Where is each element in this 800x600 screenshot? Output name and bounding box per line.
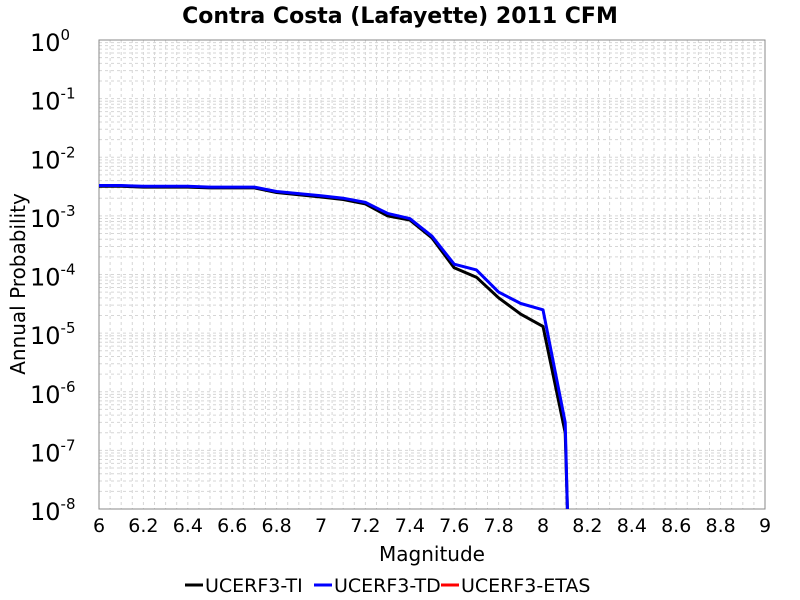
x-tick-label: 8.2 — [572, 515, 602, 537]
grid — [99, 40, 765, 509]
x-tick-label: 7.8 — [483, 515, 513, 537]
y-tick-labels: 100 10-1 10-2 10-3 10-4 10-5 10-6 10-7 10-8 — [30, 26, 76, 526]
x-tick-label: 7.4 — [395, 515, 425, 537]
y-tick-label: 10-4 — [30, 261, 76, 292]
y-tick-label: 10-8 — [30, 495, 76, 526]
x-tick-label: 8.4 — [617, 515, 647, 537]
x-tick-label: 6.4 — [173, 515, 203, 537]
y-axis-label: Annual Probability — [6, 193, 30, 375]
chart-title: Contra Costa (Lafayette) 2011 CFM — [182, 4, 618, 29]
x-tick-label: 7.6 — [439, 515, 469, 537]
x-tick-labels: 6 6.2 6.4 6.6 6.8 7 7.2 7.4 7.6 7.8 8 8.2 8.4 8.6 8.8 9 — [93, 515, 771, 537]
y-tick-label: 10-2 — [30, 143, 76, 174]
series-line-ucerf3-ti — [99, 184, 569, 510]
legend-label-ucerf3-ti: UCERF3-TI — [205, 575, 303, 597]
x-tick-label: 6.2 — [128, 515, 158, 537]
series-line-ucerf3-td — [99, 184, 569, 510]
y-tick-label: 10-6 — [30, 378, 76, 409]
y-tick-label: 10-5 — [30, 319, 76, 350]
x-tick-label: 9 — [759, 515, 771, 537]
x-tick-label: 7.2 — [350, 515, 380, 537]
x-tick-label: 8 — [537, 515, 549, 537]
x-tick-label: 7 — [315, 515, 327, 537]
y-tick-label: 10-3 — [30, 202, 76, 233]
legend-label-ucerf3-td: UCERF3-TD — [334, 575, 441, 597]
series-layer — [99, 184, 569, 510]
y-tick-label: 10-7 — [30, 436, 76, 467]
plot-frame — [98, 39, 766, 510]
x-tick-label: 6.8 — [261, 515, 291, 537]
legend-label-ucerf3-etas: UCERF3-ETAS — [461, 575, 590, 597]
x-tick-label: 8.8 — [705, 515, 735, 537]
x-axis-label: Magnitude — [379, 542, 485, 566]
y-tick-label: 100 — [30, 26, 70, 57]
x-tick-label: 6.6 — [217, 515, 247, 537]
y-tick-label: 10-1 — [30, 85, 76, 116]
x-tick-label: 6 — [93, 515, 105, 537]
x-tick-label: 8.6 — [661, 515, 691, 537]
legend: UCERF3-TI UCERF3-TD UCERF3-ETAS — [185, 575, 590, 597]
